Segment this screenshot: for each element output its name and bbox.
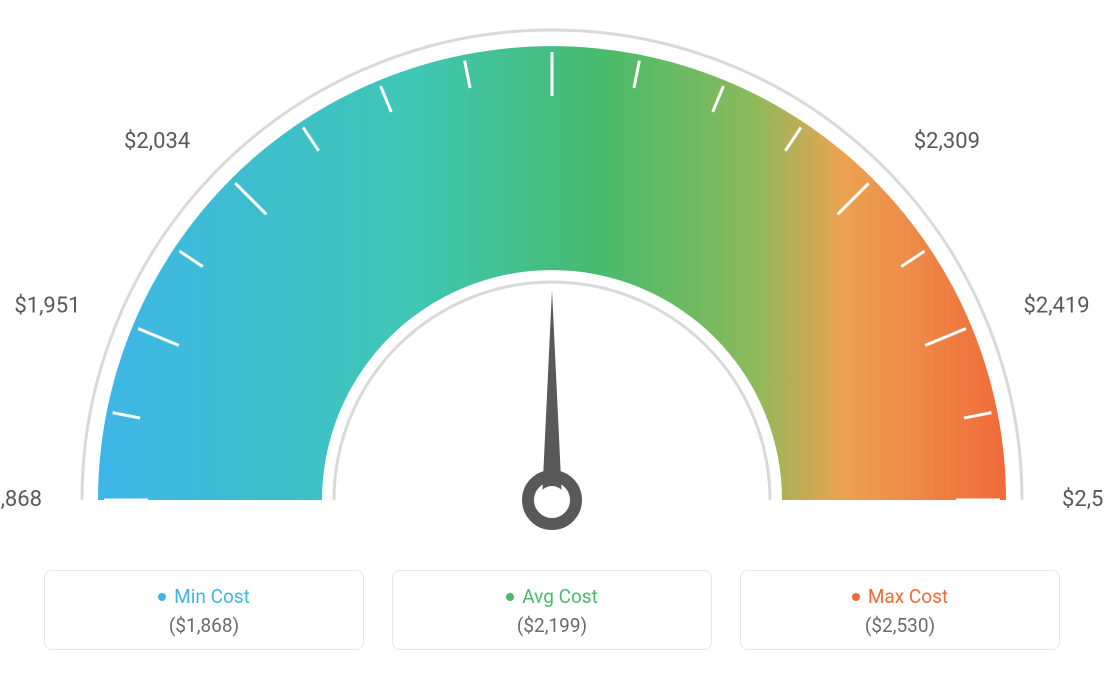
svg-text:$2,530: $2,530	[1062, 487, 1104, 512]
legend-min-label: Min Cost	[174, 585, 250, 608]
gauge-area: $1,868$1,951$2,034$2,199$2,309$2,419$2,5…	[0, 0, 1104, 560]
svg-text:$2,034: $2,034	[124, 129, 190, 154]
legend-max-title: Max Cost	[852, 585, 948, 608]
legend-max-label: Max Cost	[868, 585, 948, 608]
legend-min-title: Min Cost	[158, 585, 250, 608]
svg-text:$2,419: $2,419	[1023, 293, 1089, 318]
cost-gauge-chart: $1,868$1,951$2,034$2,199$2,309$2,419$2,5…	[0, 0, 1104, 690]
legend-avg-value: ($2,199)	[405, 614, 699, 637]
legend-row: Min Cost ($1,868) Avg Cost ($2,199) Max …	[0, 570, 1104, 650]
legend-min-value: ($1,868)	[57, 614, 351, 637]
legend-card-avg: Avg Cost ($2,199)	[392, 570, 712, 650]
dot-icon-min	[158, 593, 166, 601]
svg-text:$2,309: $2,309	[914, 129, 980, 154]
legend-max-value: ($2,530)	[753, 614, 1047, 637]
legend-card-max: Max Cost ($2,530)	[740, 570, 1060, 650]
legend-avg-title: Avg Cost	[506, 585, 598, 608]
svg-text:$1,951: $1,951	[14, 293, 80, 318]
legend-avg-label: Avg Cost	[522, 585, 598, 608]
svg-text:$1,868: $1,868	[0, 487, 42, 512]
gauge-svg: $1,868$1,951$2,034$2,199$2,309$2,419$2,5…	[0, 0, 1104, 560]
legend-card-min: Min Cost ($1,868)	[44, 570, 364, 650]
dot-icon-max	[852, 593, 860, 601]
dot-icon-avg	[506, 593, 514, 601]
